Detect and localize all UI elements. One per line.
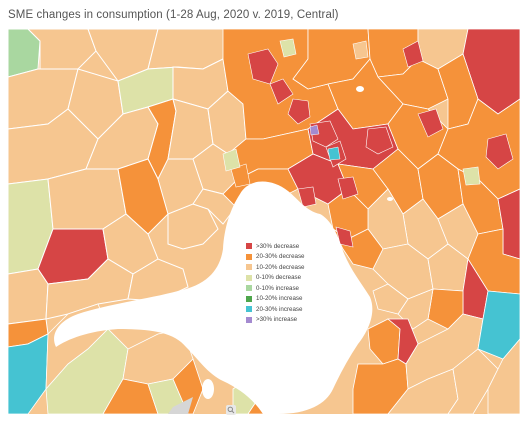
region[interactable] bbox=[447, 348, 499, 414]
region[interactable] bbox=[485, 133, 514, 170]
legend-label: 10-20% increase bbox=[256, 295, 303, 303]
legend-item[interactable]: 10-20% increase bbox=[246, 294, 334, 305]
legend-swatch bbox=[246, 264, 252, 271]
region[interactable] bbox=[269, 78, 294, 105]
region[interactable] bbox=[402, 40, 424, 68]
region[interactable] bbox=[127, 258, 189, 302]
region[interactable] bbox=[47, 168, 127, 230]
legend-swatch bbox=[246, 316, 252, 323]
pier-land bbox=[168, 397, 193, 414]
legend-swatch bbox=[246, 253, 252, 260]
legend-swatch bbox=[246, 295, 252, 302]
region[interactable] bbox=[352, 40, 369, 60]
legend-swatch bbox=[246, 306, 252, 313]
region[interactable] bbox=[222, 148, 241, 172]
region[interactable] bbox=[462, 166, 481, 186]
lake bbox=[202, 379, 214, 399]
region[interactable] bbox=[335, 226, 354, 248]
legend-item[interactable]: >30% decrease bbox=[246, 241, 334, 252]
region[interactable] bbox=[287, 98, 311, 125]
choropleth-map[interactable] bbox=[8, 29, 520, 414]
legend-label: >30% decrease bbox=[256, 242, 300, 250]
lake bbox=[356, 86, 364, 92]
region[interactable] bbox=[297, 186, 317, 208]
legend-label: >30% increase bbox=[256, 316, 298, 324]
legend-item[interactable]: 20-30% increase bbox=[246, 304, 334, 315]
legend-label: 20-30% increase bbox=[256, 305, 303, 313]
magnifier-icon[interactable] bbox=[226, 402, 236, 415]
region[interactable] bbox=[372, 283, 409, 315]
legend-swatch bbox=[246, 274, 252, 281]
legend-label: 0-10% decrease bbox=[256, 274, 302, 282]
region[interactable] bbox=[247, 48, 279, 85]
region-increase-gt30[interactable] bbox=[309, 124, 320, 136]
legend-swatch bbox=[246, 285, 252, 292]
legend: >30% decrease 20-30% decrease 10-20% decre… bbox=[246, 241, 334, 325]
bay-water bbox=[54, 181, 373, 414]
chart-title: SME changes in consumption (1-28 Aug, 20… bbox=[8, 9, 339, 21]
legend-item[interactable]: 0-10% increase bbox=[246, 283, 334, 294]
legend-item[interactable]: 10-20% decrease bbox=[246, 262, 334, 273]
legend-item[interactable]: >30% increase bbox=[246, 315, 334, 326]
legend-item[interactable]: 0-10% decrease bbox=[246, 273, 334, 284]
region[interactable] bbox=[477, 290, 520, 360]
region[interactable] bbox=[365, 126, 394, 155]
region[interactable] bbox=[279, 38, 297, 58]
legend-label: 0-10% increase bbox=[256, 284, 299, 292]
lake bbox=[387, 197, 393, 201]
region[interactable] bbox=[417, 108, 444, 138]
legend-item[interactable]: 20-30% decrease bbox=[246, 252, 334, 263]
region[interactable] bbox=[230, 163, 251, 188]
legend-label: 20-30% decrease bbox=[256, 253, 305, 261]
legend-label: 10-20% decrease bbox=[256, 263, 305, 271]
region[interactable] bbox=[8, 29, 41, 78]
region[interactable] bbox=[337, 176, 359, 200]
region[interactable] bbox=[8, 268, 49, 325]
legend-swatch bbox=[246, 243, 252, 250]
region[interactable] bbox=[487, 338, 520, 414]
region-increase-20-30[interactable] bbox=[327, 146, 341, 161]
